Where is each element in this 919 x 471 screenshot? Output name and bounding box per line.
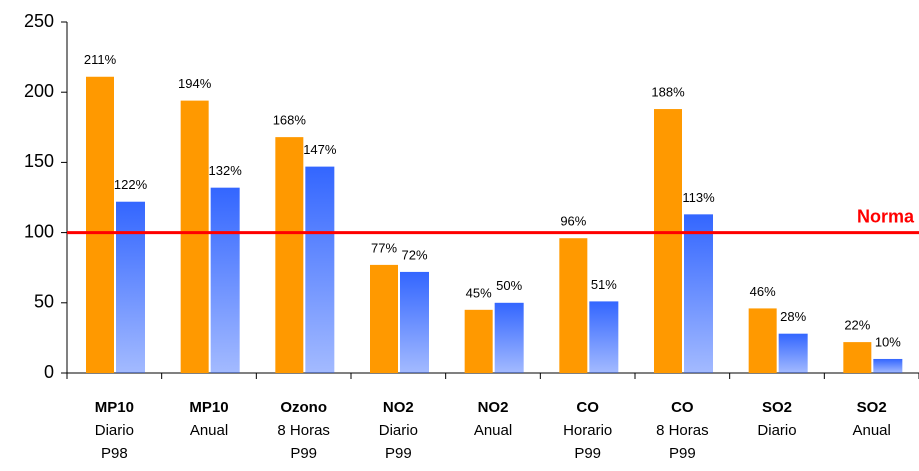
bar bbox=[654, 109, 682, 373]
x-tick-label: P98 bbox=[101, 445, 128, 462]
value-label: 194% bbox=[178, 76, 212, 91]
y-tick-label: 150 bbox=[24, 151, 54, 171]
value-label: 96% bbox=[560, 214, 586, 229]
value-label: 168% bbox=[273, 113, 307, 128]
x-tick-label: CO bbox=[576, 399, 599, 416]
bar bbox=[778, 333, 808, 373]
reference-label: Norma bbox=[857, 206, 915, 226]
x-tick-label: Diario bbox=[95, 422, 134, 439]
bar bbox=[494, 302, 524, 373]
x-tick-label: P99 bbox=[574, 445, 601, 462]
x-tick-label: SO2 bbox=[857, 399, 887, 416]
bar bbox=[464, 309, 493, 373]
value-label: 211% bbox=[84, 52, 117, 67]
y-tick-label: 100 bbox=[24, 221, 54, 241]
value-label: 188% bbox=[651, 84, 685, 99]
bar bbox=[305, 166, 335, 373]
x-tick-label: Diario bbox=[757, 422, 796, 439]
bar bbox=[210, 187, 240, 373]
value-label: 122% bbox=[114, 177, 148, 192]
bar bbox=[86, 76, 114, 374]
bar bbox=[684, 214, 713, 373]
bar bbox=[559, 238, 588, 373]
x-tick-label: Anual bbox=[474, 422, 512, 439]
x-tick-label: Ozono bbox=[280, 399, 327, 416]
x-tick-label: Horario bbox=[563, 422, 612, 439]
value-label: 77% bbox=[371, 240, 397, 255]
x-tick-label: P99 bbox=[385, 445, 412, 462]
value-label: 113% bbox=[682, 190, 715, 205]
value-label: 46% bbox=[750, 284, 776, 299]
x-tick-label: 8 Horas bbox=[277, 422, 330, 439]
bar bbox=[400, 271, 429, 373]
value-label: 10% bbox=[875, 334, 901, 349]
y-tick-label: 250 bbox=[24, 11, 54, 31]
bar bbox=[116, 201, 145, 373]
bar bbox=[180, 100, 209, 374]
value-label: 50% bbox=[496, 278, 522, 293]
x-tick-label: Anual bbox=[852, 422, 890, 439]
y-tick-label: 200 bbox=[24, 81, 54, 101]
value-label: 22% bbox=[844, 318, 870, 333]
x-tick-label: MP10 bbox=[95, 399, 134, 416]
y-tick-label: 50 bbox=[34, 292, 54, 312]
x-tick-label: MP10 bbox=[189, 399, 228, 416]
y-tick-label: 0 bbox=[44, 362, 54, 382]
x-tick-label: NO2 bbox=[478, 399, 509, 416]
bar bbox=[873, 358, 903, 373]
x-tick-label: P99 bbox=[669, 445, 696, 462]
x-tick-label: SO2 bbox=[762, 399, 792, 416]
x-tick-label: CO bbox=[671, 399, 694, 416]
value-label: 132% bbox=[209, 163, 243, 178]
value-label: 45% bbox=[466, 285, 492, 300]
value-label: 147% bbox=[303, 142, 337, 157]
x-tick-label: Diario bbox=[379, 422, 418, 439]
bar bbox=[589, 301, 619, 373]
bar bbox=[370, 264, 398, 373]
bar bbox=[843, 342, 872, 373]
x-tick-label: 8 Horas bbox=[656, 422, 709, 439]
value-label: 51% bbox=[591, 277, 617, 292]
x-tick-label: NO2 bbox=[383, 399, 414, 416]
bar bbox=[275, 137, 304, 373]
x-tick-label: P99 bbox=[290, 445, 317, 462]
x-tick-label: Anual bbox=[190, 422, 228, 439]
value-label: 72% bbox=[401, 247, 427, 262]
value-label: 28% bbox=[780, 309, 806, 324]
bar bbox=[748, 308, 777, 373]
